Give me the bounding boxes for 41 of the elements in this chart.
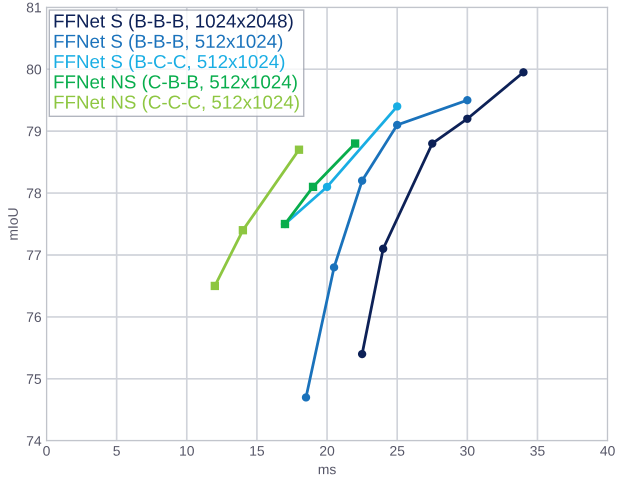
x-tick-label: 10	[180, 446, 194, 456]
y-tick-label: 75	[26, 374, 42, 384]
y-tick-label: 79	[26, 126, 41, 136]
series-label: FFNet NS (C-C-C, 512x1024)	[54, 95, 299, 112]
point	[350, 139, 360, 148]
point	[358, 176, 366, 185]
y-tick-label: 78	[26, 188, 42, 198]
x-tick-label: 40	[600, 446, 615, 456]
x-axis-title: ms	[318, 466, 336, 474]
x-tick-label: 5	[113, 446, 120, 456]
x-tick-label: 15	[250, 446, 264, 456]
point	[519, 68, 528, 76]
point	[302, 393, 310, 402]
point	[358, 350, 366, 358]
y-axis-title: mIoU	[8, 208, 18, 240]
point	[393, 120, 402, 130]
x-tick-label: 0	[43, 446, 50, 456]
point	[378, 244, 388, 253]
text: FFNet NS (C-B-B, 512x1024)	[54, 74, 297, 92]
point	[463, 96, 472, 104]
y-tick-label: 74	[26, 436, 42, 446]
text: FFNet S (B-B-B, 1024x2048)	[54, 14, 293, 32]
y-tick-label: 77	[26, 250, 41, 260]
point	[308, 182, 318, 192]
y-tick-label: 81	[26, 2, 41, 12]
x-tick-label: 35	[530, 446, 545, 456]
x-tick-label: 20	[320, 446, 334, 456]
point	[330, 263, 338, 272]
x-tick-label: 25	[390, 446, 404, 456]
text: FFNet S (B-C-C, 512x1024)	[54, 54, 284, 72]
point	[428, 139, 436, 148]
x-tick-label: 30	[460, 446, 475, 456]
point	[210, 282, 219, 290]
point	[463, 114, 472, 123]
point	[393, 102, 402, 111]
y-tick-label: 76	[26, 312, 42, 322]
text: FFNet S (B-B-B, 512x1024)	[54, 34, 282, 52]
point	[322, 182, 332, 192]
point	[294, 146, 304, 154]
point	[238, 226, 248, 234]
y-tick-label: 80	[26, 64, 42, 74]
